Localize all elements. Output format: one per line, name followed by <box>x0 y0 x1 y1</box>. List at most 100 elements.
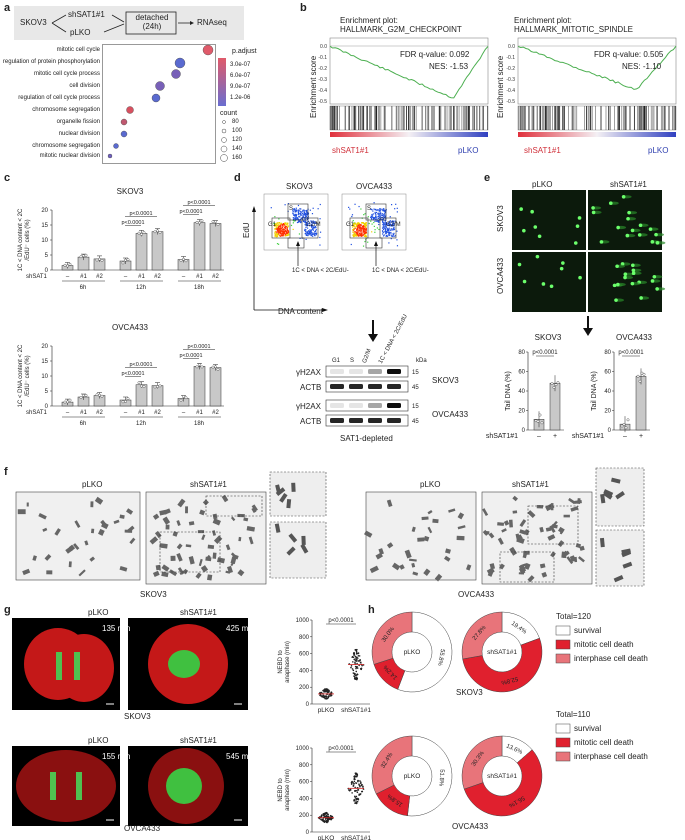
chromosome <box>404 549 412 559</box>
c-point <box>66 264 69 268</box>
chromosome <box>188 556 195 565</box>
chromosome <box>246 526 256 532</box>
count-legend-dot-2 <box>221 137 227 143</box>
legend-swatch <box>555 625 571 636</box>
go-dot-3 <box>155 81 165 91</box>
flow-event <box>284 226 286 228</box>
c-bar-1-7 <box>193 366 206 407</box>
go-term: mitotic cell cycle process <box>33 71 100 77</box>
g-point <box>355 795 358 798</box>
flow-event <box>305 229 307 231</box>
flow-event <box>306 233 308 235</box>
flow-event <box>305 224 307 226</box>
chromosome <box>557 540 565 547</box>
flow-event <box>290 224 293 227</box>
legend-swatch <box>555 639 571 650</box>
flow-event <box>309 209 311 211</box>
flow-event <box>353 228 355 230</box>
gsea-frame-0 <box>329 37 489 105</box>
flow-event <box>281 224 283 227</box>
c-point <box>142 385 146 389</box>
flow-event <box>305 224 307 227</box>
blot-band <box>368 384 382 389</box>
zoom-region-0 <box>205 495 263 517</box>
go-dot-0 <box>202 44 214 56</box>
gsea-curve-1 <box>517 45 677 90</box>
c-bar-1-5 <box>151 385 164 407</box>
live-time-2: 425 min <box>226 624 255 633</box>
flow-event <box>306 222 308 224</box>
comet-head <box>631 271 636 275</box>
chromosome <box>539 563 546 569</box>
flow-event <box>274 228 276 230</box>
chromosome <box>574 500 582 504</box>
g-point <box>358 660 361 662</box>
h-legend-1c: interphase cell death <box>574 654 648 663</box>
blot-col-g1: G1 <box>332 358 341 364</box>
chromosome <box>205 556 212 562</box>
chromosome <box>91 528 95 534</box>
c-ytick: 20 <box>41 208 48 214</box>
gate-g1 <box>349 217 369 239</box>
comet-head <box>591 206 595 210</box>
flow-event <box>313 225 315 227</box>
c-cond: #2 <box>96 410 103 416</box>
chromosome <box>119 566 128 572</box>
flow-event <box>274 224 276 226</box>
e-pval: p<0.0001 <box>618 350 644 356</box>
flow-event <box>311 234 313 236</box>
flow-event <box>315 234 317 236</box>
flow-event <box>364 234 366 236</box>
flow-event <box>306 225 308 227</box>
flow-event <box>277 243 280 245</box>
flow-event <box>287 232 290 234</box>
flow-event <box>299 210 301 212</box>
flow-event <box>362 227 364 229</box>
blot-mw-2: 45 <box>412 385 419 391</box>
go-dot-8 <box>113 143 119 149</box>
g-point <box>360 781 362 783</box>
e-point <box>622 423 626 426</box>
c-ylabel-1: 1C < DNA content < 2C/EdU⁻ cells (%) <box>18 344 31 407</box>
flow-event <box>356 235 358 237</box>
flow-event <box>304 210 306 212</box>
panel-letter-h: h <box>368 604 375 616</box>
flow-event <box>315 222 317 224</box>
live-time-3: 155 min <box>102 752 131 761</box>
flow-event <box>382 228 385 231</box>
flow-gate-label-1: 1C < DNA < 2C/EdU- <box>292 268 349 274</box>
g-point <box>355 775 357 777</box>
comet-head <box>522 228 526 233</box>
count-tick-1: 80 <box>232 119 239 125</box>
meta-label-2: shSAT1#1 <box>190 480 227 489</box>
flow-event <box>305 238 307 241</box>
flow-event <box>283 224 286 226</box>
flow-event <box>357 229 359 231</box>
flow-event <box>292 210 295 212</box>
chromosome <box>364 530 373 538</box>
flow-event <box>382 235 385 237</box>
flow-event <box>361 233 363 235</box>
g-ytick: 0 <box>306 702 310 708</box>
flow-event <box>363 226 365 228</box>
inset-chromosome <box>286 546 296 556</box>
flow-event <box>363 228 365 230</box>
e-point <box>536 419 540 423</box>
chromosome <box>558 526 565 534</box>
flow-event <box>365 230 367 232</box>
g-point <box>350 783 353 785</box>
flow-event <box>386 227 388 229</box>
flow-event <box>375 220 378 222</box>
chromosome <box>195 572 202 579</box>
h-legend-2b: mitotic cell death <box>574 738 634 747</box>
c-title-0: SKOV3 <box>117 187 144 196</box>
flow-event <box>382 226 384 228</box>
c-point <box>153 385 157 389</box>
g-point <box>356 648 358 651</box>
donut-slice-2-2 <box>371 735 413 795</box>
chromosome <box>212 513 218 520</box>
flow-event <box>287 233 290 235</box>
flow-event <box>280 222 283 224</box>
flow-event <box>314 221 316 223</box>
flow-event <box>360 235 363 237</box>
